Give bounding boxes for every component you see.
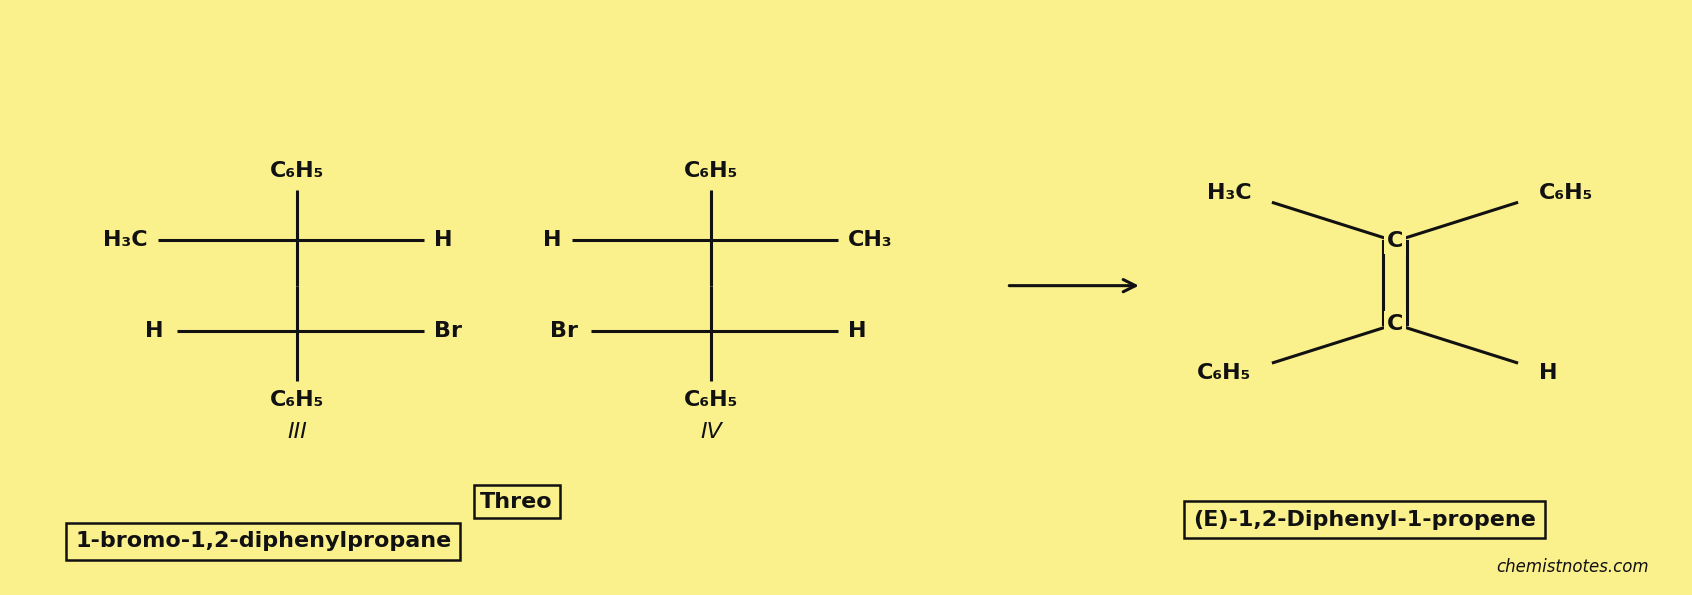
Text: C: C — [1387, 314, 1403, 334]
Text: Threo: Threo — [481, 492, 553, 512]
Text: H: H — [433, 230, 452, 250]
Text: C₆H₅: C₆H₅ — [684, 161, 738, 181]
Text: H: H — [848, 321, 866, 341]
Text: 1-bromo-1,2-diphenylpropane: 1-bromo-1,2-diphenylpropane — [74, 531, 452, 552]
Text: H: H — [543, 230, 562, 250]
Text: (E)-1,2-Diphenyl-1-propene: (E)-1,2-Diphenyl-1-propene — [1193, 509, 1536, 530]
Text: H: H — [146, 321, 164, 341]
Text: C: C — [1387, 231, 1403, 251]
Text: C₆H₅: C₆H₅ — [1196, 363, 1252, 383]
Text: C₆H₅: C₆H₅ — [269, 390, 325, 410]
Text: H₃C: H₃C — [1206, 183, 1252, 203]
Text: chemistnotes.com: chemistnotes.com — [1496, 558, 1648, 576]
Text: H₃C: H₃C — [103, 230, 147, 250]
Text: III: III — [288, 422, 306, 441]
Text: Br: Br — [550, 321, 579, 341]
Text: H: H — [1538, 363, 1557, 383]
Text: C₆H₅: C₆H₅ — [1538, 183, 1592, 203]
Text: C₆H₅: C₆H₅ — [269, 161, 325, 181]
Text: CH₃: CH₃ — [848, 230, 892, 250]
Text: C₆H₅: C₆H₅ — [684, 390, 738, 410]
Text: Br: Br — [433, 321, 462, 341]
Text: IV: IV — [700, 422, 722, 441]
